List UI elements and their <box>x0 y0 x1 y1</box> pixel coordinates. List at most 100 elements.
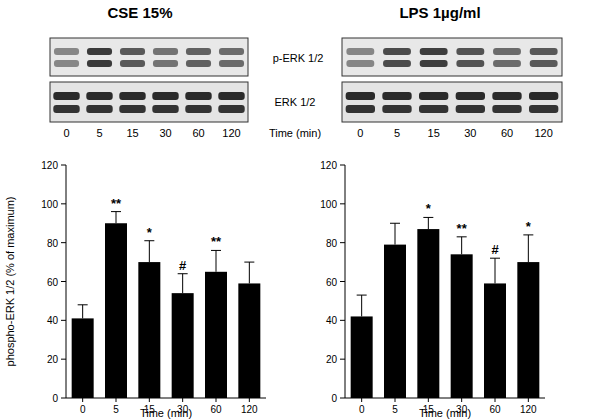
blot-band <box>383 48 411 55</box>
blot-band <box>87 60 112 67</box>
y-tick-label: 120 <box>41 160 58 171</box>
x-axis <box>345 398 545 399</box>
x-tick <box>495 398 496 402</box>
blot-band <box>54 48 79 55</box>
lane-label: 30 <box>159 127 171 139</box>
x-tick <box>528 398 529 402</box>
error-bar <box>390 223 400 244</box>
bar <box>72 318 94 398</box>
blot-band <box>530 60 558 67</box>
x-axis-label: Time (min) <box>140 407 192 419</box>
blot-band-total <box>185 105 211 113</box>
panel-title: CSE 15% <box>107 4 172 21</box>
y-tick-label: 80 <box>47 238 59 249</box>
bar <box>138 262 160 398</box>
error-bar <box>490 258 500 283</box>
blot-band <box>120 60 145 67</box>
y-tick-label: 0 <box>52 393 58 404</box>
blot-band-total <box>529 105 558 113</box>
y-tick-label: 20 <box>47 354 59 365</box>
x-tick-label: 120 <box>520 404 537 415</box>
error-bar <box>178 274 188 293</box>
y-tick <box>61 203 66 204</box>
y-axis-label: phospho-ERK 1/2 (% of maximum) <box>4 197 16 367</box>
panel-title: LPS 1µg/ml <box>399 4 480 21</box>
y-tick <box>61 398 66 399</box>
blot-band <box>456 60 484 67</box>
y-tick <box>340 281 345 282</box>
blot-band-total <box>119 105 145 113</box>
blot-band-total <box>456 105 485 113</box>
blot-band-total <box>152 105 178 113</box>
significance: # <box>179 258 187 273</box>
blot-frame <box>50 38 248 76</box>
blot-band-total <box>86 92 112 100</box>
figure: CSE 15%0515306012002040608010012005**15*… <box>0 0 600 420</box>
x-axis-label: Time (min) <box>419 407 471 419</box>
blot-row-label: ERK 1/2 <box>275 96 316 108</box>
blot-band <box>346 48 374 55</box>
blot-band-total <box>456 92 485 100</box>
lane-label: 60 <box>501 127 513 139</box>
bar <box>351 316 373 398</box>
blot-band <box>186 60 211 67</box>
y-tick <box>61 359 66 360</box>
error-bar <box>244 262 254 283</box>
error-bar <box>78 305 88 319</box>
x-tick <box>149 398 150 402</box>
lane-label: 120 <box>222 127 240 139</box>
bar <box>105 223 127 398</box>
bar <box>384 245 406 398</box>
y-tick <box>340 203 345 204</box>
x-tick <box>216 398 217 402</box>
x-tick-label: 60 <box>210 404 222 415</box>
significance: ** <box>111 196 122 211</box>
lane-label: 0 <box>357 127 363 139</box>
x-tick <box>116 398 117 402</box>
x-axis <box>66 398 266 399</box>
blot-band-total <box>119 92 145 100</box>
y-tick-label: 60 <box>47 277 59 288</box>
y-tick <box>340 320 345 321</box>
blot-band <box>153 48 178 55</box>
blot-band <box>346 60 374 67</box>
x-tick <box>361 398 362 402</box>
blot-band-total <box>218 92 244 100</box>
y-tick-label: 120 <box>320 160 337 171</box>
bar <box>172 293 194 398</box>
blot-band <box>420 60 448 67</box>
y-tick <box>61 320 66 321</box>
blot-frame <box>50 82 248 122</box>
y-tick <box>61 165 66 166</box>
y-tick-label: 80 <box>326 238 338 249</box>
blot-band <box>219 48 244 55</box>
blot-band-total <box>382 92 411 100</box>
y-tick <box>340 359 345 360</box>
x-tick <box>428 398 429 402</box>
blot-band-total <box>152 92 178 100</box>
blot-band-total <box>185 92 211 100</box>
y-tick <box>340 242 345 243</box>
significance: # <box>491 242 499 257</box>
lane-label: 5 <box>394 127 400 139</box>
lane-label: 60 <box>192 127 204 139</box>
blot-band-total <box>492 92 521 100</box>
blot-band-total <box>218 105 244 113</box>
blot-band-total <box>529 92 558 100</box>
error-bar <box>111 212 121 224</box>
blot-band <box>493 60 521 67</box>
bar <box>484 283 506 398</box>
bar <box>417 229 439 398</box>
y-tick-label: 60 <box>326 277 338 288</box>
blot-band <box>456 48 484 55</box>
lane-label: 15 <box>126 127 138 139</box>
blot-band <box>420 48 448 55</box>
blot-band-total <box>382 105 411 113</box>
x-tick-label: 5 <box>113 404 119 415</box>
blot-row-label: p-ERK 1/2 <box>273 52 324 64</box>
x-tick-label: 60 <box>489 404 501 415</box>
lane-label: 30 <box>464 127 476 139</box>
x-tick <box>182 398 183 402</box>
y-tick-label: 20 <box>326 354 338 365</box>
lane-label: 5 <box>96 127 102 139</box>
